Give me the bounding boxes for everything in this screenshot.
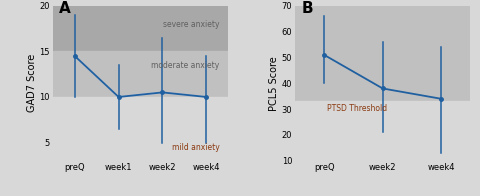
Text: B: B (302, 1, 313, 16)
Bar (295, 6, 470, 101)
Text: severe anxiety: severe anxiety (163, 20, 219, 29)
Bar (53, 51, 228, 97)
Bar (53, 6, 228, 51)
Y-axis label: GAD7 Score: GAD7 Score (27, 54, 37, 113)
Text: moderate anxiety: moderate anxiety (151, 61, 219, 70)
Text: A: A (60, 1, 71, 16)
Text: mild anxiety: mild anxiety (172, 143, 219, 152)
Bar (295, 101, 470, 161)
Text: PTSD Threshold: PTSD Threshold (327, 104, 387, 113)
Bar (53, 97, 228, 161)
Y-axis label: PCL5 Score: PCL5 Score (269, 56, 279, 111)
